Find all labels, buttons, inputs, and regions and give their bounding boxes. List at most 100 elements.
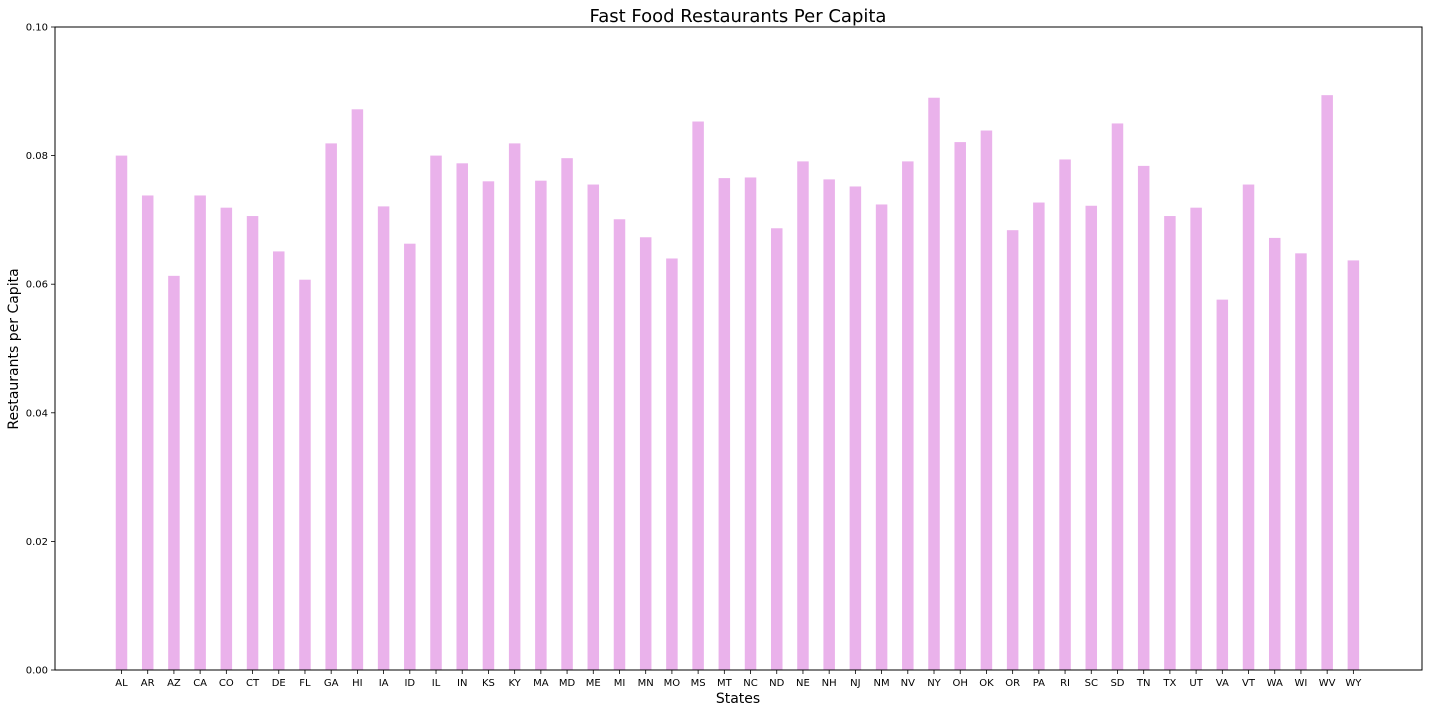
bar-de [273,251,285,671]
x-tick-label: CA [193,678,207,689]
x-tick-label: GA [324,678,339,689]
bar-ct [246,216,259,671]
bar-fl [299,279,311,670]
bar-wi [1295,253,1307,670]
bar-tn [1137,165,1150,670]
x-tick-label: CT [246,678,260,689]
x-tick-label: MS [691,678,706,689]
x-tick-label: TN [1136,678,1151,689]
x-tick-label: FL [299,678,311,689]
bar-mn [639,237,652,671]
bar-md [561,158,573,670]
bar-nv [902,161,914,670]
bar-il [430,155,442,671]
y-tick-label: 0.06 [26,280,48,291]
bar-ia [377,206,390,670]
bar-mt [718,178,731,671]
x-tick-label: WY [1345,678,1362,689]
x-tick-label: IN [457,678,467,689]
y-axis: 0.00 0.02 0.04 0.06 0.08 0.10 [26,23,55,677]
x-tick-label: DE [272,678,286,689]
x-tick-label: AL [115,678,128,689]
bar-ma [535,180,547,670]
x-tick-label: NY [927,678,941,689]
bar-ms [692,121,704,670]
bar-mi [613,219,626,670]
x-tick-label: AZ [167,678,181,689]
bar-co [220,207,233,671]
bar-va [1216,299,1229,670]
bar-wv [1321,95,1333,670]
bar-nh [823,179,835,671]
y-tick-label: 0.08 [26,151,48,162]
bar-ar [141,195,154,670]
bar-hi [351,109,364,670]
x-tick-label: MO [664,678,681,689]
x-tick-label: KY [508,678,521,689]
chart-title: Fast Food Restaurants Per Capita [590,6,887,27]
bar-in [456,163,468,671]
y-axis-title: Restaurants per Capita [6,268,22,429]
x-tick-label: MN [638,678,654,689]
bar-tx [1164,216,1176,671]
bar-nc [744,177,757,670]
x-tick-label: ME [586,678,601,689]
x-tick-label: HI [352,678,362,689]
bar-or [1006,230,1019,671]
bar-sc [1085,205,1098,670]
x-tick-label: KS [482,678,495,689]
bar-ks [482,181,495,670]
x-tick-label: NJ [850,678,860,689]
bar-id [404,243,416,671]
x-tick-label: VT [1242,678,1256,689]
bar-ny [928,97,940,671]
x-tick-label: ID [404,678,415,689]
x-tick-label: WI [1295,678,1308,689]
x-tick-label: OH [953,678,968,689]
x-tick-label: MI [614,678,626,689]
x-tick-label: NM [874,678,890,689]
x-tick-label: MD [559,678,576,689]
bar-ca [194,195,206,670]
x-tick-label: IL [432,678,441,689]
bar-pa [1033,202,1045,670]
x-tick-label: ND [769,678,784,689]
bar-mo [666,258,678,670]
x-tick-label: IA [379,678,389,689]
bar-ri [1059,159,1071,670]
x-tick-label: PA [1033,678,1045,689]
x-tick-label: SD [1110,678,1124,689]
x-tick-label: WA [1267,678,1283,689]
x-tick-label: TX [1162,678,1176,689]
bar-wy [1347,260,1360,670]
bar-ok [980,130,993,670]
x-tick-label: WV [1319,678,1336,689]
bar-az [168,275,180,670]
bar-ga [325,143,337,670]
x-tick-label: MT [717,678,733,689]
x-tick-label: MA [533,678,549,689]
y-tick-label: 0.02 [26,537,48,548]
x-tick-label: VA [1216,678,1229,689]
x-tick-label: NC [743,678,757,689]
x-tick-label: NH [822,678,837,689]
x-tick-label: SC [1085,678,1098,689]
bar-ut [1190,207,1202,671]
bar-al [115,155,128,671]
x-tick-label: NE [796,678,810,689]
x-tick-label: NV [901,678,915,689]
x-tick-label: UT [1189,678,1203,689]
bar-nm [875,204,888,670]
bar-sd [1111,123,1124,670]
bar-vt [1242,184,1255,670]
x-tick-label: CO [219,678,234,689]
bar-ne [797,161,809,670]
x-tick-label: AR [141,678,155,689]
x-axis: AL AR AZ CA CO CT DE FL GA HI IA ID IL IN KS KY MA MD ME MI… [115,670,1362,689]
x-tick-label: OR [1005,678,1020,689]
bar-me [587,184,600,670]
y-tick-label: 0.04 [26,408,48,419]
plot-area-frame [54,26,1423,671]
bar-nj [849,186,862,671]
